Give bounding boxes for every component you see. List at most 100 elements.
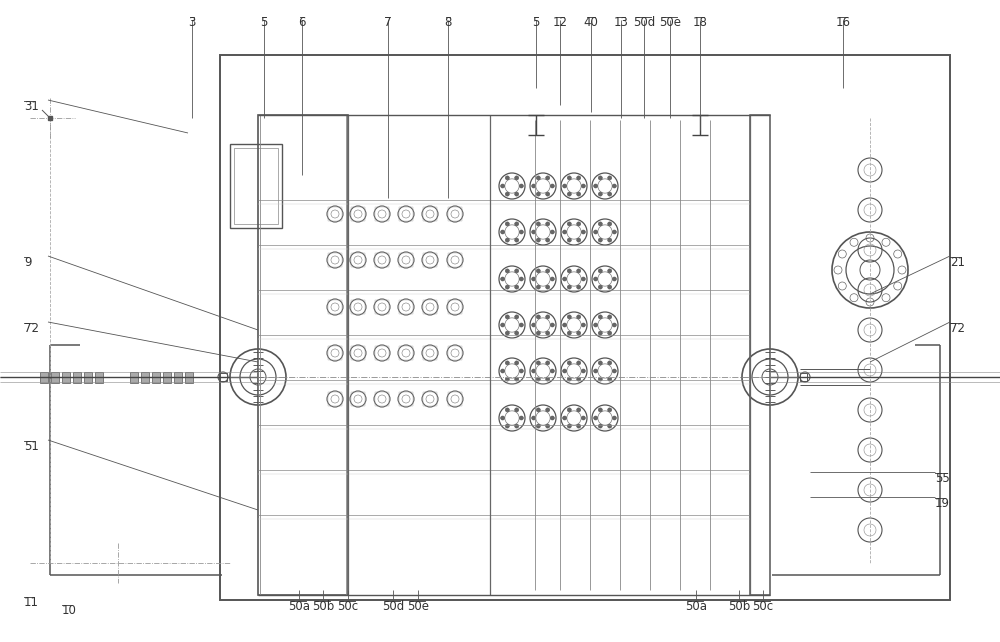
Circle shape <box>536 315 540 319</box>
Circle shape <box>550 184 554 188</box>
Circle shape <box>532 416 536 420</box>
Circle shape <box>519 277 523 281</box>
Circle shape <box>515 192 519 196</box>
Circle shape <box>550 369 554 373</box>
Circle shape <box>546 222 550 226</box>
Circle shape <box>567 176 571 180</box>
Circle shape <box>598 176 602 180</box>
Bar <box>375 253 389 267</box>
Circle shape <box>563 184 567 188</box>
Text: 12: 12 <box>552 16 568 29</box>
Circle shape <box>608 269 612 273</box>
Circle shape <box>536 377 540 381</box>
Circle shape <box>581 230 585 234</box>
Circle shape <box>594 416 598 420</box>
Circle shape <box>505 269 509 273</box>
Circle shape <box>546 269 550 273</box>
Text: 50a: 50a <box>288 600 310 613</box>
Circle shape <box>577 361 581 365</box>
Circle shape <box>519 323 523 327</box>
Text: 9: 9 <box>24 256 32 269</box>
Circle shape <box>546 238 550 242</box>
Text: 50b: 50b <box>728 600 750 613</box>
Circle shape <box>567 222 571 226</box>
Text: 31: 31 <box>24 100 39 113</box>
Circle shape <box>546 424 550 428</box>
Bar <box>448 253 462 267</box>
Circle shape <box>519 230 523 234</box>
Circle shape <box>536 331 540 335</box>
Circle shape <box>515 176 519 180</box>
Circle shape <box>577 176 581 180</box>
Circle shape <box>519 369 523 373</box>
Circle shape <box>536 285 540 289</box>
Bar <box>328 253 342 267</box>
Circle shape <box>567 238 571 242</box>
Text: 50a: 50a <box>685 600 707 613</box>
Bar <box>351 300 365 314</box>
Bar <box>351 207 365 221</box>
Circle shape <box>608 222 612 226</box>
Circle shape <box>505 176 509 180</box>
Circle shape <box>612 323 616 327</box>
Circle shape <box>532 323 536 327</box>
Bar <box>185 372 193 383</box>
Circle shape <box>501 184 505 188</box>
Circle shape <box>608 377 612 381</box>
Bar <box>328 300 342 314</box>
Text: 40: 40 <box>584 16 598 29</box>
Text: 21: 21 <box>950 256 965 269</box>
Circle shape <box>612 416 616 420</box>
Bar <box>375 300 389 314</box>
Circle shape <box>515 269 519 273</box>
Circle shape <box>577 408 581 412</box>
Circle shape <box>501 369 505 373</box>
Circle shape <box>505 192 509 196</box>
Circle shape <box>594 184 598 188</box>
Circle shape <box>598 285 602 289</box>
Circle shape <box>608 315 612 319</box>
Circle shape <box>581 416 585 420</box>
Circle shape <box>608 408 612 412</box>
Circle shape <box>598 315 602 319</box>
Circle shape <box>598 222 602 226</box>
Bar <box>351 346 365 360</box>
Circle shape <box>594 323 598 327</box>
Bar <box>800 373 807 381</box>
Bar <box>423 207 437 221</box>
Bar <box>399 392 413 406</box>
Text: 50d: 50d <box>633 16 655 29</box>
Circle shape <box>550 323 554 327</box>
Text: 6: 6 <box>298 16 306 29</box>
Circle shape <box>577 269 581 273</box>
Text: 10: 10 <box>62 604 77 617</box>
Text: 7: 7 <box>384 16 392 29</box>
Circle shape <box>598 377 602 381</box>
Circle shape <box>608 331 612 335</box>
Bar <box>163 372 171 383</box>
Text: 11: 11 <box>24 596 39 609</box>
Circle shape <box>563 369 567 373</box>
Circle shape <box>546 408 550 412</box>
Circle shape <box>515 222 519 226</box>
Circle shape <box>581 369 585 373</box>
Circle shape <box>505 315 509 319</box>
Circle shape <box>532 230 536 234</box>
Circle shape <box>577 222 581 226</box>
Circle shape <box>546 285 550 289</box>
Bar <box>73 372 81 383</box>
Bar <box>448 300 462 314</box>
Circle shape <box>546 176 550 180</box>
Circle shape <box>567 269 571 273</box>
Circle shape <box>519 184 523 188</box>
Circle shape <box>612 277 616 281</box>
Text: 5: 5 <box>532 16 540 29</box>
Circle shape <box>577 424 581 428</box>
Circle shape <box>577 315 581 319</box>
Circle shape <box>598 424 602 428</box>
Bar <box>230 144 282 228</box>
Circle shape <box>515 377 519 381</box>
Text: 50e: 50e <box>659 16 681 29</box>
Circle shape <box>515 408 519 412</box>
Circle shape <box>567 361 571 365</box>
